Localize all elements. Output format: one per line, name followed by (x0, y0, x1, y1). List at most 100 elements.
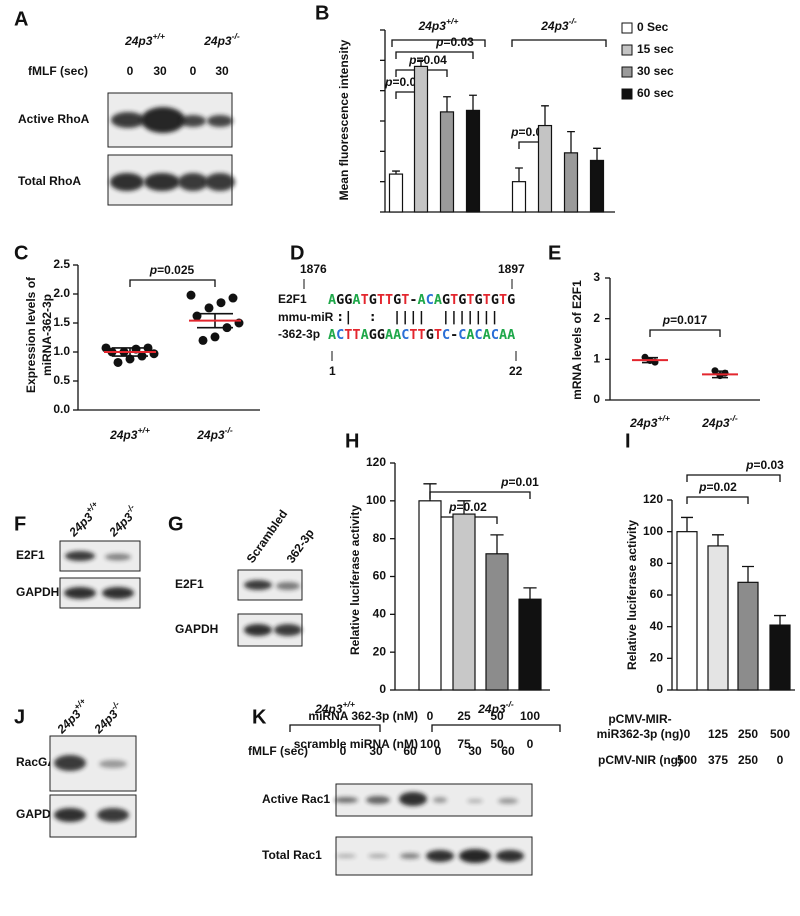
y-axis-label: Relative luciferase activity (625, 520, 639, 670)
time-label: 0 (435, 744, 442, 758)
row-label: Active RhoA (18, 112, 90, 126)
data-point (210, 332, 220, 342)
data-point (204, 303, 214, 313)
table-value: 25 (457, 709, 471, 723)
blot-band (54, 755, 86, 771)
panel-letter: H (345, 430, 359, 452)
panel-letter: E (548, 242, 561, 264)
table-value: 50 (490, 737, 504, 751)
position: 1876 (300, 262, 327, 276)
data-point (186, 290, 196, 300)
y-tick-label: 2.0 (53, 286, 70, 300)
row-label: Active Rac1 (262, 792, 330, 806)
row-label: fMLF (sec) (248, 744, 308, 758)
p-value: p=0.02 (698, 480, 737, 494)
data-point (216, 298, 226, 308)
bracket (649, 329, 721, 337)
blot-band (178, 173, 208, 191)
bar (589, 159, 605, 213)
table-row-label: pCMV-MIR- (608, 712, 671, 726)
error-bar (469, 94, 477, 111)
y-tick-label: 0 (656, 682, 663, 696)
table-value: 50 (490, 709, 504, 723)
sequence: AGGATGTTGT-ACAGTGTGTGTG (328, 292, 515, 308)
p-value: p=0.03 (435, 35, 474, 49)
table-value: 75 (457, 737, 471, 751)
y-tick-label: 100 (366, 493, 386, 507)
x-tick-label: 24p3-/- (701, 413, 738, 430)
genotype-label: 24p3-/- (477, 699, 514, 716)
bar (465, 109, 481, 213)
y-tick-label: 100 (643, 524, 663, 538)
table-value: 0 (427, 709, 434, 723)
error-bar (392, 170, 400, 175)
y-tick-label: 3 (593, 270, 600, 284)
panel-letter: D (290, 242, 304, 264)
blot-band (276, 582, 300, 590)
group-label: 24p3+/+ (418, 16, 459, 33)
data-point (228, 293, 238, 303)
error-bar (523, 587, 537, 600)
row-label: E2F1 (16, 548, 45, 562)
y-axis-label: Relative luciferase activity (348, 505, 362, 655)
table-value: 100 (420, 737, 440, 751)
blot-band (336, 854, 356, 858)
table-row-label: miRNA 362-3p (nM) (308, 709, 418, 723)
blot-band (426, 850, 454, 862)
bracket (395, 51, 474, 59)
y-tick-label: 1.5 (53, 315, 70, 329)
table-row-label: miR362-3p (ng) (597, 727, 684, 741)
bar (388, 173, 404, 213)
time-label: 0 (190, 64, 197, 78)
blot-band (99, 760, 127, 768)
y-tick-label: 2.5 (53, 257, 70, 271)
bracket (129, 279, 216, 287)
blot-band (65, 551, 95, 561)
time-label: 60 (501, 744, 515, 758)
time-label: 30 (369, 744, 383, 758)
legend-swatch (621, 44, 633, 56)
legend-swatch (621, 66, 633, 78)
lane-label: 362-3p (284, 526, 317, 565)
error-bar (593, 147, 601, 161)
error-bar (443, 96, 451, 112)
legend-label: 30 sec (637, 64, 674, 78)
p-value: p=0.025 (149, 263, 195, 277)
y-tick-label: 0.0 (53, 402, 70, 416)
y-tick-label: 1 (593, 352, 600, 366)
x-tick-label: 24p3+/+ (629, 413, 670, 430)
blot-band (207, 115, 233, 127)
error-bar (417, 59, 425, 67)
bar (439, 111, 455, 213)
y-axis-label: mRNA levels of E2F1 (570, 280, 584, 400)
time-label: 30 (153, 64, 167, 78)
row-label: GAPDH (16, 807, 59, 821)
blot-band (141, 107, 185, 133)
error-bar (742, 565, 754, 583)
blot-band (244, 580, 272, 590)
y-axis-label: Mean fluorescence intensity (337, 39, 351, 200)
data-point (198, 335, 208, 345)
row-label: Total Rac1 (262, 848, 322, 862)
y-tick-label: 80 (373, 531, 387, 545)
bar (769, 624, 791, 691)
blot-band (64, 587, 96, 599)
data-point (113, 357, 123, 367)
table-value: 100 (520, 709, 540, 723)
legend-swatch (621, 22, 633, 34)
row-label: fMLF (sec) (28, 64, 88, 78)
y-tick-label: 120 (643, 492, 663, 506)
y-tick-label: 0 (593, 392, 600, 406)
legend-swatch (621, 88, 633, 100)
panel-letter: K (252, 706, 267, 728)
pairing: :| : |||| ||||||| (328, 309, 499, 325)
row-label: GAPDH (16, 585, 59, 599)
blot-band (459, 849, 491, 863)
error-bar (774, 614, 786, 626)
x-tick-label: 24p3-/- (196, 425, 233, 442)
blot-band (244, 624, 272, 636)
genotype-label: 24p3-/- (104, 502, 142, 540)
gene-label: E2F1 (278, 292, 307, 306)
bar (485, 553, 509, 691)
